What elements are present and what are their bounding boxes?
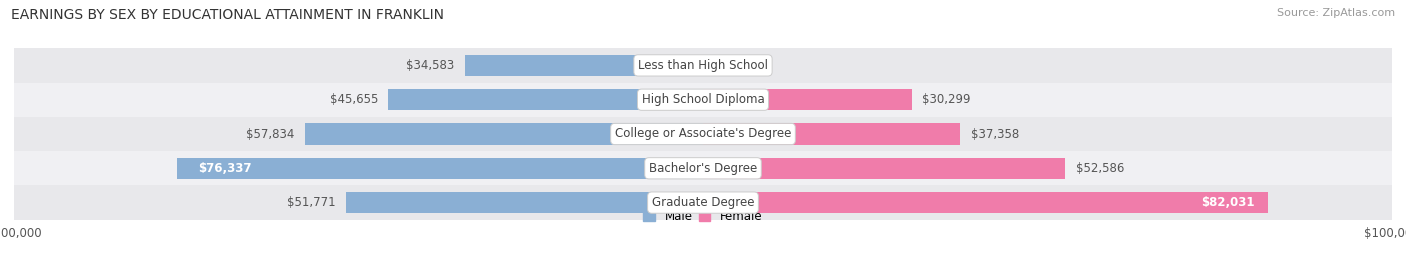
Text: Bachelor's Degree: Bachelor's Degree [650,162,756,175]
Text: $57,834: $57,834 [246,128,294,140]
Text: College or Associate's Degree: College or Associate's Degree [614,128,792,140]
Bar [703,123,960,145]
Bar [305,123,703,145]
Bar [703,192,1268,213]
Bar [177,158,703,179]
Text: High School Diploma: High School Diploma [641,93,765,106]
Text: Graduate Degree: Graduate Degree [652,196,754,209]
Bar [14,185,1392,220]
Text: $37,358: $37,358 [970,128,1019,140]
Bar [14,117,1392,151]
Text: $52,586: $52,586 [1076,162,1123,175]
Text: $45,655: $45,655 [330,93,378,106]
Text: EARNINGS BY SEX BY EDUCATIONAL ATTAINMENT IN FRANKLIN: EARNINGS BY SEX BY EDUCATIONAL ATTAINMEN… [11,8,444,22]
Text: Less than High School: Less than High School [638,59,768,72]
Text: $0: $0 [717,59,731,72]
Bar [346,192,703,213]
Bar [703,158,1066,179]
Bar [703,89,911,110]
Text: $30,299: $30,299 [922,93,970,106]
Text: $76,337: $76,337 [198,162,252,175]
Bar [465,55,703,76]
Bar [388,89,703,110]
Legend: Male, Female: Male, Female [638,205,768,228]
Text: $34,583: $34,583 [406,59,454,72]
Bar [14,151,1392,185]
Text: Source: ZipAtlas.com: Source: ZipAtlas.com [1277,8,1395,18]
Text: $82,031: $82,031 [1201,196,1254,209]
Bar [14,83,1392,117]
Text: $51,771: $51,771 [287,196,336,209]
Bar [14,48,1392,83]
